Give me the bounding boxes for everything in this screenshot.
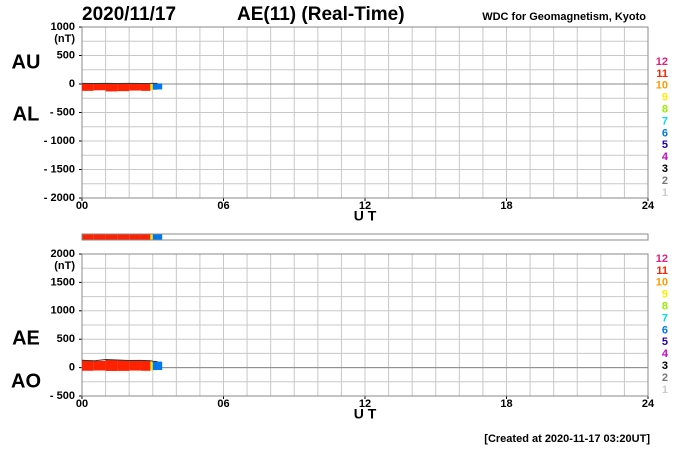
band-bar xyxy=(140,360,151,371)
band-bar xyxy=(117,83,130,92)
coverage-bar xyxy=(93,234,106,240)
legend-label: 6 xyxy=(662,127,668,139)
band-bar xyxy=(140,83,151,91)
legend-label: 11 xyxy=(656,265,668,277)
band-bar xyxy=(150,360,153,371)
x-tick-label: 24 xyxy=(642,200,655,212)
band-bar xyxy=(117,359,130,371)
band-bar xyxy=(105,359,118,371)
band-bar xyxy=(150,83,153,91)
band-bar xyxy=(82,83,94,91)
upper-line xyxy=(81,359,158,363)
legend-label: 4 xyxy=(662,348,669,360)
band-bar xyxy=(129,83,141,91)
coverage-bar xyxy=(152,234,158,240)
legend-label: 5 xyxy=(662,139,668,151)
coverage-frame xyxy=(81,233,649,241)
legend-label: 3 xyxy=(662,163,668,175)
y-tick-label: 1500 xyxy=(51,276,75,288)
legend-label: 10 xyxy=(656,277,668,289)
legend-label: 9 xyxy=(662,289,668,301)
y-tick-label: - 500 xyxy=(50,390,75,402)
x-tick-label: 12 xyxy=(359,200,371,212)
coverage-bar xyxy=(140,234,151,240)
band-bar xyxy=(157,361,163,370)
legend-label: 12 xyxy=(656,56,668,68)
series-label: AE xyxy=(12,327,40,349)
x-tick-label: 18 xyxy=(500,398,512,410)
series-label: AO xyxy=(11,370,41,392)
unit-label: (nT) xyxy=(54,260,75,272)
y-tick-label: 2000 xyxy=(51,248,75,260)
legend-label: 8 xyxy=(662,104,668,116)
y-tick-label: 1000 xyxy=(51,21,75,33)
band-bar xyxy=(82,360,94,371)
coverage-bar xyxy=(82,234,94,240)
coverage-bar xyxy=(105,234,118,240)
x-tick-label: 00 xyxy=(76,398,88,410)
coverage-bar xyxy=(129,234,141,240)
x-axis-label: U T xyxy=(354,406,377,422)
x-tick-label: 06 xyxy=(217,398,229,410)
band-bar xyxy=(105,83,118,92)
legend-label: 8 xyxy=(662,301,668,313)
x-axis-label: U T xyxy=(354,208,377,224)
x-tick-label: 00 xyxy=(76,200,88,212)
band-bar xyxy=(152,83,158,90)
y-tick-label: - 1000 xyxy=(44,135,75,147)
date: 2020/11/17 xyxy=(82,4,176,25)
unit-label: (nT) xyxy=(54,33,75,45)
plot-frame xyxy=(81,26,649,199)
x-tick-label: 12 xyxy=(359,398,371,410)
legend-label: 1 xyxy=(662,187,668,199)
legend-label: 12 xyxy=(656,253,668,265)
legend-label: 6 xyxy=(662,324,668,336)
y-tick-label: 500 xyxy=(57,333,75,345)
y-tick-label: - 2000 xyxy=(44,192,75,204)
legend-label: 11 xyxy=(656,68,668,80)
y-tick-label: 1000 xyxy=(51,305,75,317)
y-tick-label: - 500 xyxy=(50,106,75,118)
legend-label: 2 xyxy=(662,372,668,384)
x-tick-label: 24 xyxy=(642,398,655,410)
footer: [Created at 2020-11-17 03:20UT] xyxy=(484,433,650,445)
legend-label: 4 xyxy=(662,151,669,163)
legend-label: 9 xyxy=(662,92,668,104)
series-label: AU xyxy=(12,51,41,73)
y-tick-label: 0 xyxy=(69,362,75,374)
legend-label: 7 xyxy=(662,115,668,127)
band-bar xyxy=(129,360,141,371)
legend-label: 1 xyxy=(662,384,668,396)
band-bar xyxy=(93,83,106,91)
band-bar xyxy=(152,361,158,371)
series-label: AL xyxy=(13,103,40,125)
coverage-bar xyxy=(117,234,130,240)
legend-label: 10 xyxy=(656,80,668,92)
x-tick-label: 06 xyxy=(217,200,229,212)
y-tick-label: 500 xyxy=(57,49,75,61)
plot-frame xyxy=(81,253,649,397)
y-tick-label: - 1500 xyxy=(44,163,75,175)
legend-label: 2 xyxy=(662,175,668,187)
chart-title: AE(11) (Real-Time) xyxy=(237,4,405,25)
legend-label: 7 xyxy=(662,312,668,324)
coverage-bar xyxy=(157,234,163,240)
band-bar xyxy=(93,360,106,371)
band-bar xyxy=(157,83,163,90)
x-tick-label: 18 xyxy=(500,200,512,212)
y-tick-label: 0 xyxy=(69,78,75,90)
source: WDC for Geomagnetism, Kyoto xyxy=(482,11,646,23)
legend-label: 5 xyxy=(662,336,668,348)
legend-label: 3 xyxy=(662,360,668,372)
coverage-bar xyxy=(150,234,153,240)
